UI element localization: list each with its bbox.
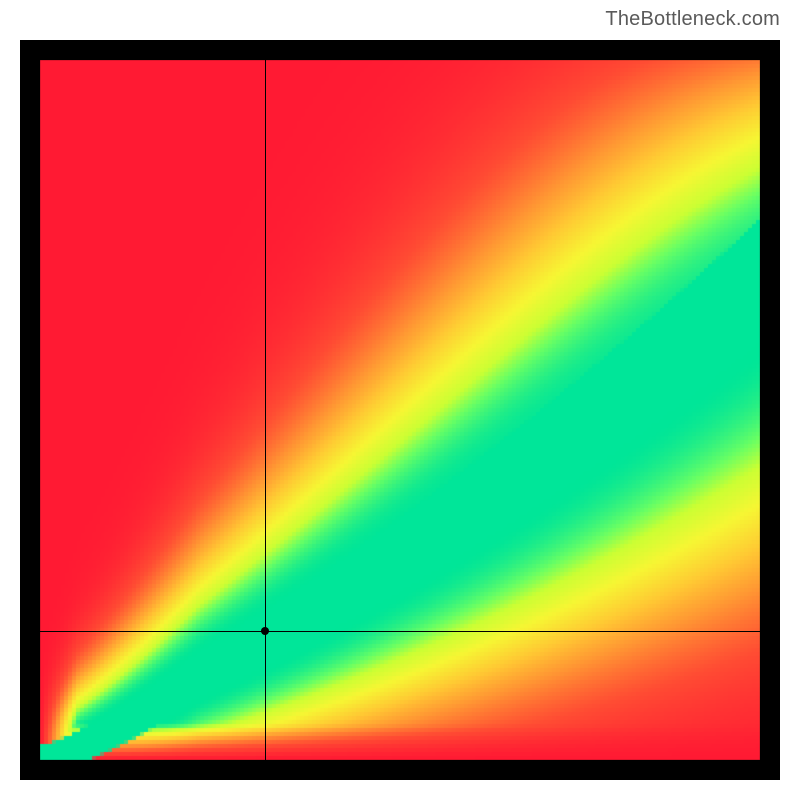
bottleneck-heatmap: [20, 40, 780, 780]
heatmap-canvas: [20, 40, 780, 780]
watermark-text: TheBottleneck.com: [605, 8, 780, 31]
